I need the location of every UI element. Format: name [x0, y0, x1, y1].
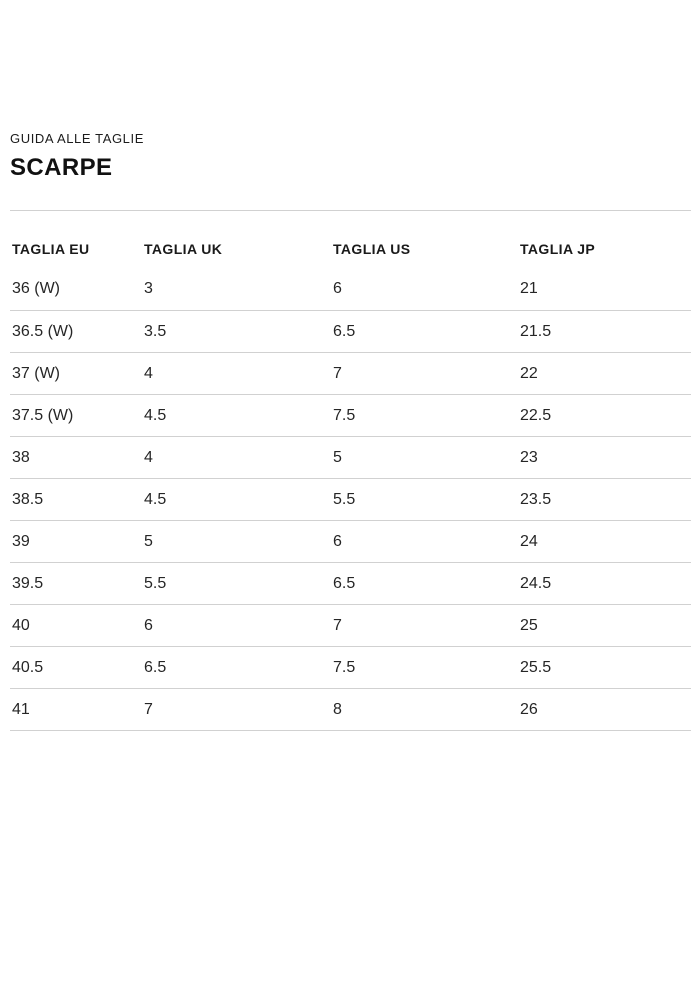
column-header-taglia-jp: TAGLIA JP: [520, 240, 596, 257]
size-table-header-row: TAGLIA EU TAGLIA UK TAGLIA US TAGLIA JP: [10, 211, 691, 269]
cell-taglia-eu: 41: [10, 688, 144, 731]
cell-taglia-eu: 38.5: [10, 478, 144, 521]
cell-taglia-uk: 5: [144, 520, 333, 563]
cell-taglia-us: 6: [333, 520, 520, 563]
column-header-taglia-eu: TAGLIA EU: [12, 240, 90, 257]
size-table: TAGLIA EU TAGLIA UK TAGLIA US TAGLIA JP …: [10, 210, 691, 731]
cell-taglia-jp: 22: [520, 352, 691, 395]
table-row: 39 5 6 24: [10, 520, 691, 563]
page-title: SCARPE: [10, 154, 113, 181]
cell-taglia-jp: 21: [520, 268, 691, 311]
cell-taglia-jp: 26: [520, 688, 691, 731]
table-row: 41 7 8 26: [10, 688, 691, 731]
cell-taglia-eu: 39.5: [10, 562, 144, 605]
cell-taglia-jp: 25.5: [520, 646, 691, 689]
cell-taglia-us: 5.5: [333, 478, 520, 521]
cell-taglia-us: 5: [333, 436, 520, 479]
cell-taglia-uk: 4.5: [144, 478, 333, 521]
cell-taglia-eu: 38: [10, 436, 144, 479]
cell-taglia-uk: 4.5: [144, 394, 333, 437]
cell-taglia-uk: 3.5: [144, 310, 333, 353]
cell-taglia-jp: 23: [520, 436, 691, 479]
cell-taglia-uk: 7: [144, 688, 333, 731]
cell-taglia-uk: 3: [144, 268, 333, 311]
cell-taglia-uk: 6: [144, 604, 333, 647]
size-guide-content: GUIDA ALLE TAGLIE SCARPE TAGLIA EU TAGLI…: [10, 131, 691, 731]
cell-taglia-eu: 36.5 (W): [10, 310, 144, 353]
cell-taglia-us: 6: [333, 268, 520, 311]
table-row: 36 (W) 3 6 21: [10, 268, 691, 311]
size-table-body: 36 (W) 3 6 21 36.5 (W) 3.5 6.5 21.5 37 (W) 4 7 22 37…: [10, 268, 691, 731]
size-guide-eyebrow: GUIDA ALLE TAGLIE: [10, 131, 144, 146]
cell-taglia-uk: 4: [144, 436, 333, 479]
cell-taglia-us: 7: [333, 352, 520, 395]
table-row: 40.5 6.5 7.5 25.5: [10, 646, 691, 689]
cell-taglia-eu: 37 (W): [10, 352, 144, 395]
table-row: 36.5 (W) 3.5 6.5 21.5: [10, 310, 691, 353]
cell-taglia-us: 7.5: [333, 394, 520, 437]
cell-taglia-uk: 5.5: [144, 562, 333, 605]
cell-taglia-jp: 24: [520, 520, 691, 563]
size-guide-page: GUIDA ALLE TAGLIE SCARPE TAGLIA EU TAGLI…: [0, 131, 700, 1000]
cell-taglia-uk: 4: [144, 352, 333, 395]
cell-taglia-us: 6.5: [333, 562, 520, 605]
table-row: 40 6 7 25: [10, 604, 691, 647]
cell-taglia-eu: 39: [10, 520, 144, 563]
column-header-taglia-us: TAGLIA US: [333, 240, 411, 257]
cell-taglia-eu: 40: [10, 604, 144, 647]
cell-taglia-jp: 25: [520, 604, 691, 647]
cell-taglia-jp: 23.5: [520, 478, 691, 521]
table-row: 38.5 4.5 5.5 23.5: [10, 478, 691, 521]
cell-taglia-eu: 36 (W): [10, 268, 144, 311]
cell-taglia-eu: 37.5 (W): [10, 394, 144, 437]
cell-taglia-jp: 24.5: [520, 562, 691, 605]
cell-taglia-us: 6.5: [333, 310, 520, 353]
cell-taglia-jp: 22.5: [520, 394, 691, 437]
table-row: 39.5 5.5 6.5 24.5: [10, 562, 691, 605]
cell-taglia-us: 7: [333, 604, 520, 647]
cell-taglia-uk: 6.5: [144, 646, 333, 689]
column-header-taglia-uk: TAGLIA UK: [144, 240, 223, 257]
cell-taglia-us: 8: [333, 688, 520, 731]
table-row: 37 (W) 4 7 22: [10, 352, 691, 395]
table-row: 37.5 (W) 4.5 7.5 22.5: [10, 394, 691, 437]
table-row: 38 4 5 23: [10, 436, 691, 479]
cell-taglia-eu: 40.5: [10, 646, 144, 689]
cell-taglia-jp: 21.5: [520, 310, 691, 353]
cell-taglia-us: 7.5: [333, 646, 520, 689]
